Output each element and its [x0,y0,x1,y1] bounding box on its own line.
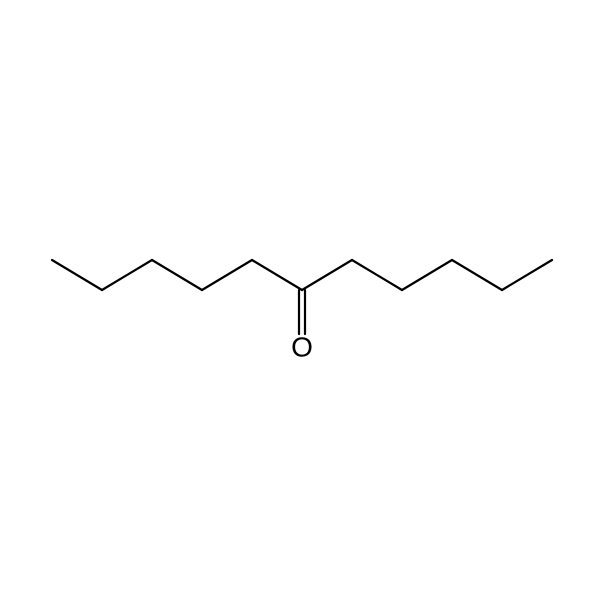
bond [52,260,102,290]
bond [352,260,402,290]
molecular-structure: O [0,0,600,600]
bond [452,260,502,290]
bond [102,260,152,290]
bond [202,260,252,290]
bond [302,260,352,290]
atom-label: O [291,331,313,362]
bond [402,260,452,290]
bond [502,260,552,290]
bond [252,260,302,290]
bond [152,260,202,290]
